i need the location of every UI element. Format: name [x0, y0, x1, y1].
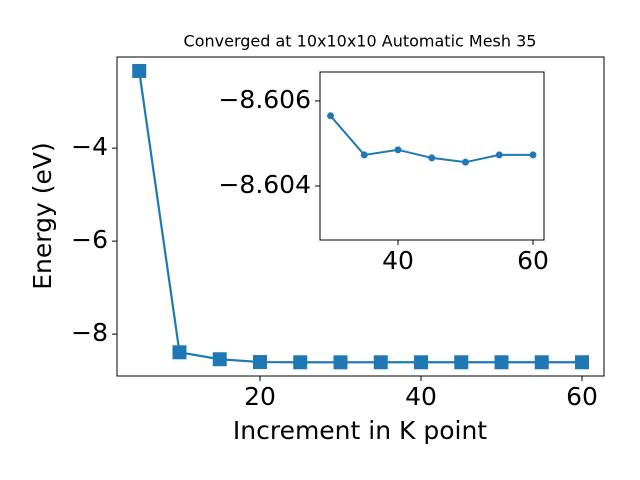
x-tick-label: 20	[244, 382, 276, 411]
x-tick-label: 60	[517, 246, 549, 275]
point	[495, 151, 503, 159]
x-tick-label: 40	[405, 382, 437, 411]
point	[494, 355, 509, 370]
point	[373, 355, 388, 370]
point	[462, 158, 470, 166]
y-tick-label: −8.606	[218, 85, 311, 114]
point	[454, 355, 469, 370]
point	[575, 355, 590, 370]
y-tick-label: −8.604	[218, 170, 311, 199]
point	[172, 345, 187, 360]
y-tick-label: −6	[71, 225, 108, 254]
point	[529, 151, 537, 159]
point	[333, 355, 348, 370]
point	[534, 355, 549, 370]
chart-title: Converged at 10x10x10 Automatic Mesh 35	[184, 32, 537, 51]
point	[360, 151, 368, 159]
x-tick-label: 40	[382, 246, 414, 275]
x-tick-label: 60	[566, 382, 598, 411]
point	[132, 63, 147, 78]
y-tick-label: −4	[71, 132, 108, 161]
point	[428, 154, 436, 162]
point	[414, 355, 429, 370]
point	[394, 146, 402, 154]
point	[252, 355, 267, 370]
point	[293, 355, 308, 370]
x-axis-label: Increment in K point	[233, 416, 487, 445]
point	[327, 112, 335, 120]
point	[212, 352, 227, 367]
y-axis-label: Energy (eV)	[28, 142, 57, 289]
y-tick-label: −8	[71, 318, 108, 347]
